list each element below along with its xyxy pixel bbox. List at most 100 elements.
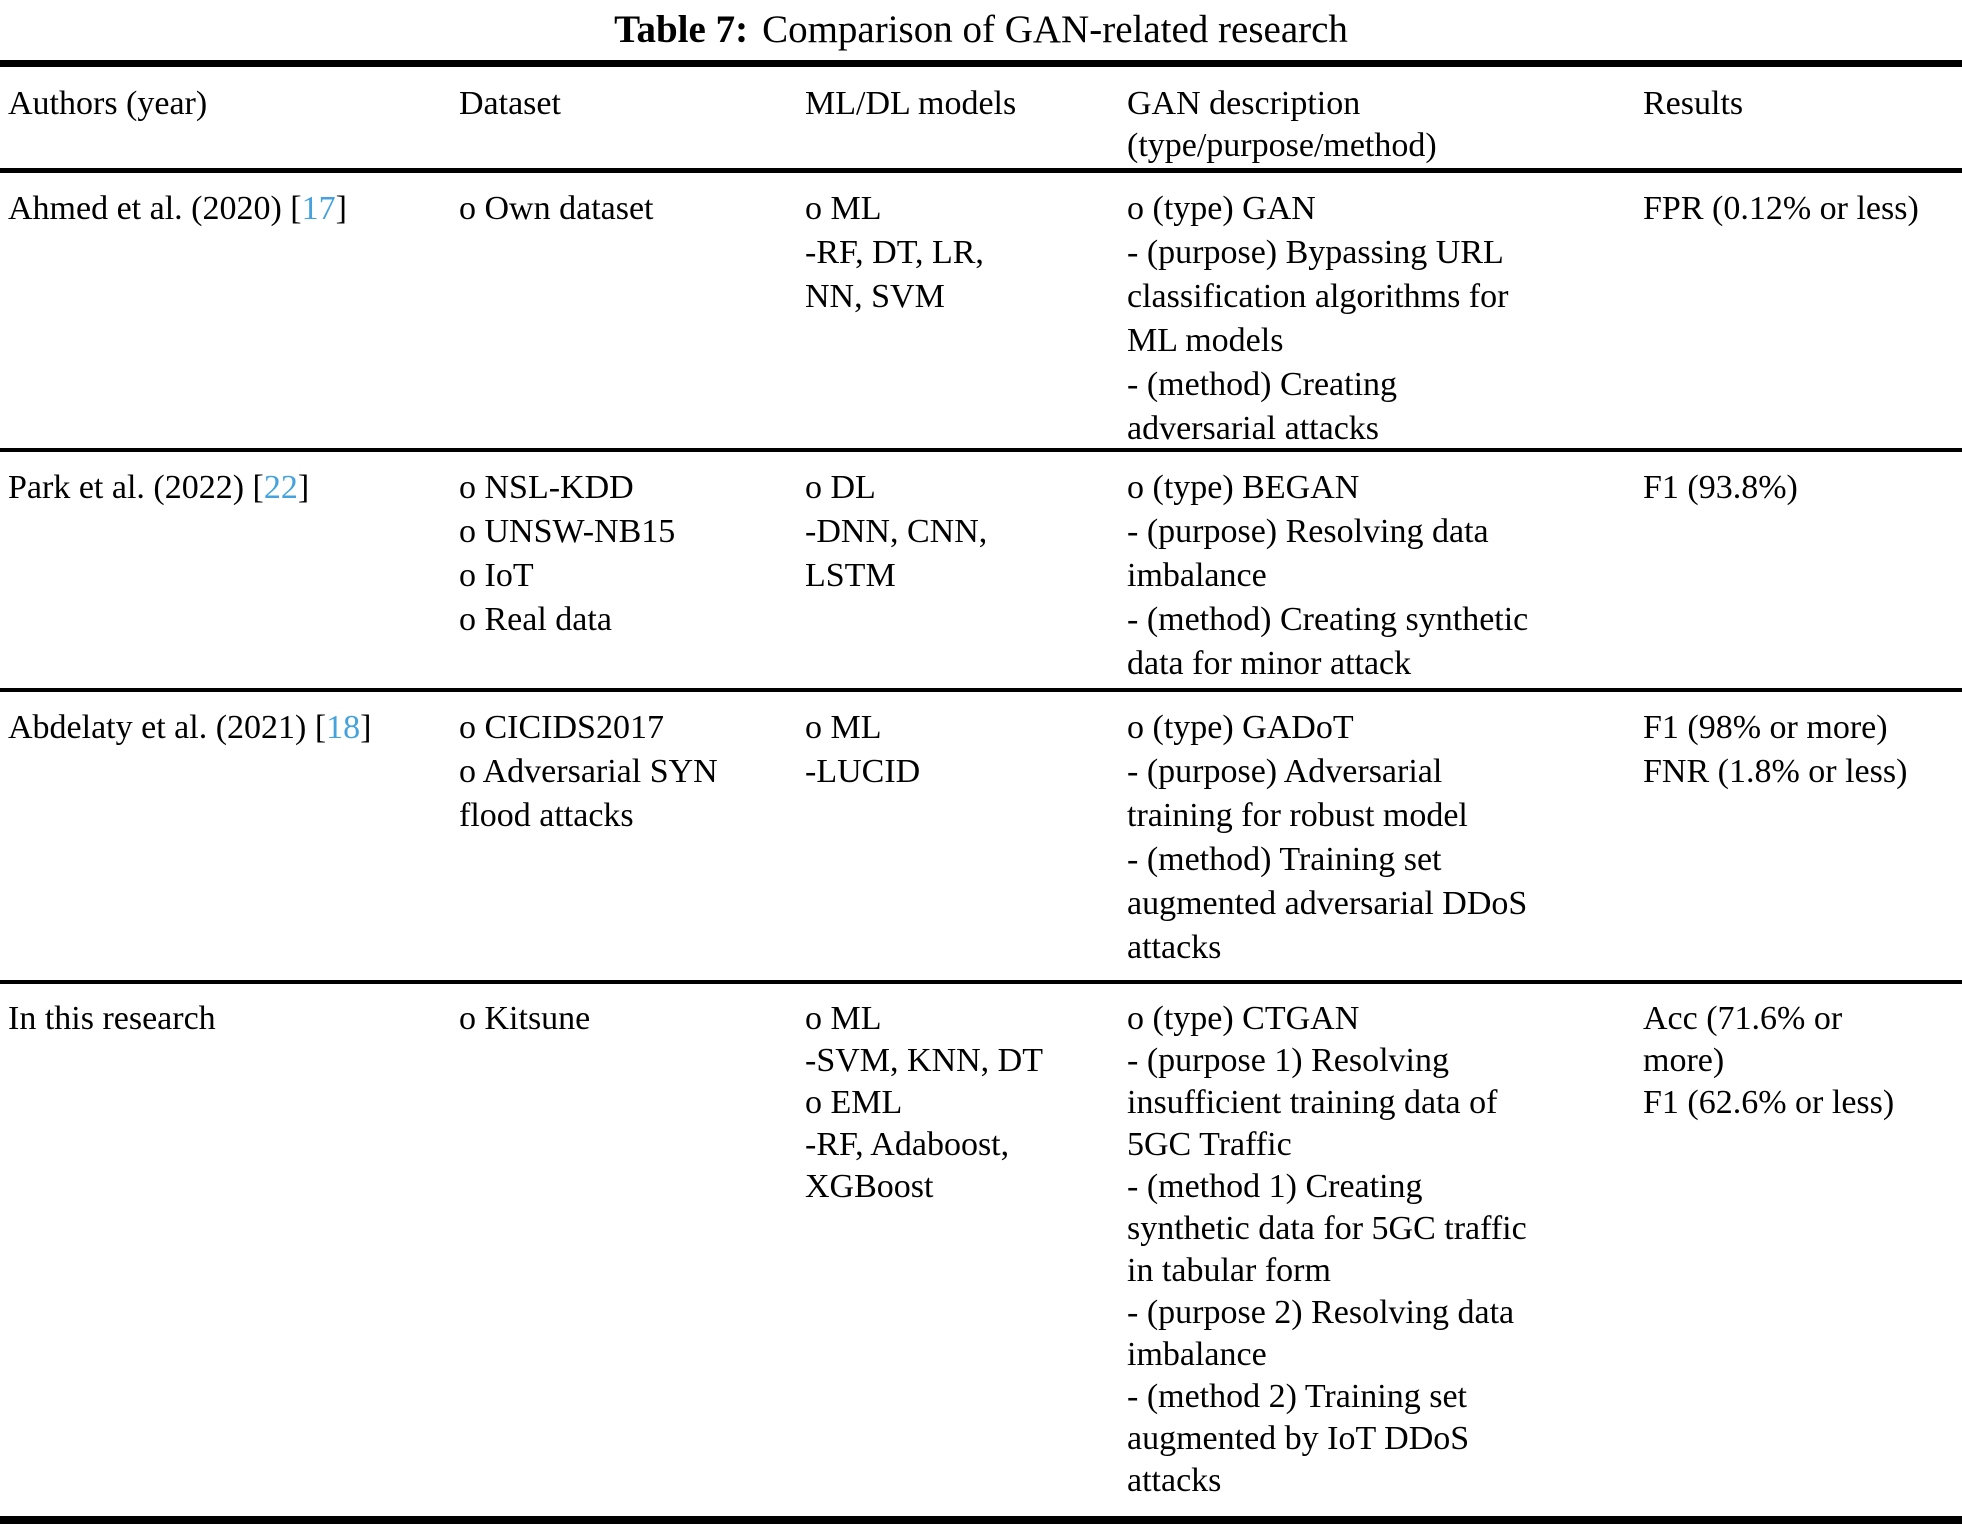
cell-line: o Own dataset [459, 190, 654, 227]
cell-line: - (method) Creating synthetic [1127, 601, 1529, 638]
citation-bracket: ] [360, 709, 372, 746]
cell-dataset: o NSL-KDD o UNSW-NB15 o IoT o Real data [459, 466, 805, 688]
cell-line: - (method 1) Creating [1127, 1168, 1423, 1205]
cell-line: Acc (71.6% or [1643, 1000, 1843, 1037]
citation-bracket: ] [335, 190, 347, 227]
cell-line: F1 (93.8%) [1643, 469, 1798, 506]
cell-line: o ML [805, 1000, 882, 1037]
authors-text: In this research [8, 1000, 216, 1037]
cell-gan-description: o (type) GAN - (purpose) Bypassing URL cla… [1127, 187, 1643, 448]
table-row: Park et al. (2022) [22] o NSL-KDD o UNSW-… [0, 452, 1962, 692]
header-gan-description: GAN description (type/purpose/method) [1127, 83, 1643, 168]
cell-line: - (method) Creating [1127, 366, 1398, 403]
cell-line: data for minor attack [1127, 645, 1412, 682]
cell-line: -LUCID [805, 753, 921, 790]
cell-line: classification algorithms for [1127, 278, 1509, 315]
authors-text: Park et al. (2022) [ [8, 469, 264, 506]
cell-gan-description: o (type) BEGAN - (purpose) Resolving data… [1127, 466, 1643, 688]
cell-authors: In this research [0, 998, 459, 1516]
header-dataset: Dataset [459, 83, 805, 168]
cell-line: more) [1643, 1042, 1725, 1079]
cell-line: -RF, DT, LR, [805, 234, 984, 271]
authors-line: Ahmed et al. (2020) [17] [8, 187, 459, 231]
table-row: Ahmed et al. (2020) [17] o Own dataset o… [0, 173, 1962, 452]
cell-results: F1 (98% or more) FNR (1.8% or less) [1643, 706, 1962, 980]
citation-link[interactable]: 17 [301, 190, 336, 227]
cell-line: insufficient training data of [1127, 1084, 1498, 1121]
cell-line: -DNN, CNN, [805, 513, 988, 550]
header-results: Results [1643, 83, 1962, 168]
cell-line: synthetic data for 5GC traffic [1127, 1210, 1527, 1247]
cell-line: o (type) GADoT [1127, 709, 1354, 746]
cell-line: training for robust model [1127, 797, 1468, 834]
cell-line: - (purpose) Adversarial [1127, 753, 1443, 790]
header-gan-line1: GAN description [1127, 85, 1361, 122]
cell-line: o Real data [459, 601, 612, 638]
cell-line: o IoT [459, 557, 534, 594]
cell-line: - (purpose) Resolving data [1127, 513, 1489, 550]
cell-line: o EML [805, 1084, 903, 1121]
cell-line: ML models [1127, 322, 1284, 359]
cell-line: o ML [805, 190, 882, 227]
header-gan-line2: (type/purpose/method) [1127, 127, 1437, 164]
table-row: Abdelaty et al. (2021) [18] o CICIDS2017… [0, 692, 1962, 984]
cell-models: o ML -RF, DT, LR, NN, SVM [805, 187, 1127, 448]
citation-bracket: ] [297, 469, 310, 506]
cell-results: F1 (93.8%) [1643, 466, 1962, 688]
cell-line: -SVM, KNN, DT [805, 1042, 1043, 1079]
authors-line: In this research [8, 998, 459, 1040]
cell-line: o ML [805, 709, 882, 746]
cell-line: imbalance [1127, 557, 1267, 594]
table-number-label: Table 7: [614, 8, 749, 51]
table-row: In this research o Kitsune o ML -SVM, KNN… [0, 984, 1962, 1524]
authors-line: Park et al. (2022) [22] [8, 466, 459, 510]
cell-line: FNR (1.8% or less) [1643, 753, 1908, 790]
citation-link[interactable]: 18 [326, 709, 361, 746]
cell-line: - (purpose 2) Resolving data [1127, 1294, 1515, 1331]
table-body: Ahmed et al. (2020) [17] o Own dataset o… [0, 173, 1962, 1524]
cell-line: o NSL-KDD [459, 469, 634, 506]
cell-models: o ML -SVM, KNN, DT o EML -RF, Adaboost, XGBo… [805, 998, 1127, 1516]
header-authors-label: Authors (year) [8, 85, 208, 122]
header-authors: Authors (year) [0, 83, 459, 168]
cell-gan-description: o (type) GADoT - (purpose) Adversarial tra… [1127, 706, 1643, 980]
cell-dataset: o CICIDS2017 o Adversarial SYN flood attac… [459, 706, 805, 980]
authors-line: Abdelaty et al. (2021) [18] [8, 706, 459, 750]
cell-line: o (type) CTGAN [1127, 1000, 1360, 1037]
table-title-text: Comparison of GAN-related research [762, 8, 1348, 51]
cell-line: LSTM [805, 557, 896, 594]
cell-line: o Kitsune [459, 1000, 591, 1037]
cell-models: o ML -LUCID [805, 706, 1127, 980]
cell-dataset: o Kitsune [459, 998, 805, 1516]
cell-line: o CICIDS2017 [459, 709, 664, 746]
cell-line: 5GC Traffic [1127, 1126, 1292, 1163]
cell-line: - (method) Training set [1127, 841, 1442, 878]
cell-gan-description: o (type) CTGAN - (purpose 1) Resolving ins… [1127, 998, 1643, 1516]
authors-text: Abdelaty et al. (2021) [ [8, 709, 327, 746]
cell-results: FPR (0.12% or less) [1643, 187, 1962, 448]
cell-authors: Abdelaty et al. (2021) [18] [0, 706, 459, 980]
cell-line: augmented by IoT DDoS [1127, 1420, 1470, 1457]
comparison-table: Authors (year) Dataset ML/DL models GAN … [0, 60, 1962, 1524]
cell-authors: Park et al. (2022) [22] [0, 466, 459, 688]
cell-line: augmented adversarial DDoS [1127, 885, 1528, 922]
cell-line: imbalance [1127, 1336, 1267, 1373]
citation-link[interactable]: 22 [263, 469, 298, 506]
table-title: Table 7: Comparison of GAN-related resear… [0, 0, 1962, 60]
cell-line: o (type) BEGAN [1127, 469, 1360, 506]
cell-dataset: o Own dataset [459, 187, 805, 448]
header-dataset-label: Dataset [459, 85, 561, 122]
cell-line: o UNSW-NB15 [459, 513, 676, 550]
cell-line: - (purpose) Bypassing URL [1127, 234, 1504, 271]
cell-line: adversarial attacks [1127, 410, 1380, 447]
cell-line: NN, SVM [805, 278, 945, 315]
cell-line: flood attacks [459, 797, 634, 834]
cell-authors: Ahmed et al. (2020) [17] [0, 187, 459, 448]
cell-line: F1 (98% or more) [1643, 709, 1888, 746]
cell-line: - (method 2) Training set [1127, 1378, 1467, 1415]
cell-line: attacks [1127, 1462, 1222, 1499]
cell-line: F1 (62.6% or less) [1643, 1084, 1895, 1121]
cell-line: XGBoost [805, 1168, 934, 1205]
cell-line: - (purpose 1) Resolving [1127, 1042, 1450, 1079]
